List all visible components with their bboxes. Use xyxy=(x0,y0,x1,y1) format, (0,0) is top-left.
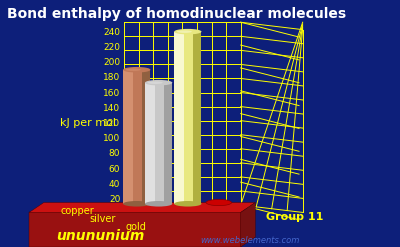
Text: 0: 0 xyxy=(114,210,120,219)
Text: copper: copper xyxy=(60,206,94,216)
Text: 180: 180 xyxy=(103,73,120,82)
Text: 40: 40 xyxy=(109,180,120,189)
Polygon shape xyxy=(29,212,241,247)
Polygon shape xyxy=(174,32,202,204)
Ellipse shape xyxy=(174,29,202,34)
Text: 80: 80 xyxy=(109,149,120,159)
Polygon shape xyxy=(145,83,154,204)
Ellipse shape xyxy=(148,82,163,84)
Ellipse shape xyxy=(123,201,150,206)
Text: silver: silver xyxy=(89,214,116,224)
Text: 140: 140 xyxy=(103,104,120,113)
Polygon shape xyxy=(164,83,172,204)
Text: 20: 20 xyxy=(109,195,120,204)
Text: 200: 200 xyxy=(103,58,120,67)
Text: Group 11: Group 11 xyxy=(266,212,324,222)
Text: kJ per mol: kJ per mol xyxy=(60,119,116,128)
Polygon shape xyxy=(174,32,184,204)
Ellipse shape xyxy=(123,67,150,73)
Ellipse shape xyxy=(174,201,202,206)
Ellipse shape xyxy=(126,68,141,71)
Text: 160: 160 xyxy=(103,88,120,98)
Polygon shape xyxy=(123,70,150,204)
Text: 240: 240 xyxy=(103,28,120,37)
Text: Bond enthalpy of homodinuclear molecules: Bond enthalpy of homodinuclear molecules xyxy=(7,7,346,21)
Ellipse shape xyxy=(145,201,172,206)
Text: 60: 60 xyxy=(109,165,120,174)
Polygon shape xyxy=(142,70,150,204)
Text: 220: 220 xyxy=(103,43,120,52)
Text: gold: gold xyxy=(126,222,147,232)
Ellipse shape xyxy=(177,30,192,33)
Text: 120: 120 xyxy=(103,119,120,128)
Ellipse shape xyxy=(145,80,172,85)
Polygon shape xyxy=(29,203,255,212)
Text: unununium: unununium xyxy=(56,229,145,243)
Polygon shape xyxy=(145,83,172,204)
Polygon shape xyxy=(123,70,133,204)
Text: 100: 100 xyxy=(103,134,120,143)
Polygon shape xyxy=(241,203,255,247)
Text: www.webelements.com: www.webelements.com xyxy=(200,236,300,245)
Polygon shape xyxy=(193,32,202,204)
Ellipse shape xyxy=(206,200,232,206)
